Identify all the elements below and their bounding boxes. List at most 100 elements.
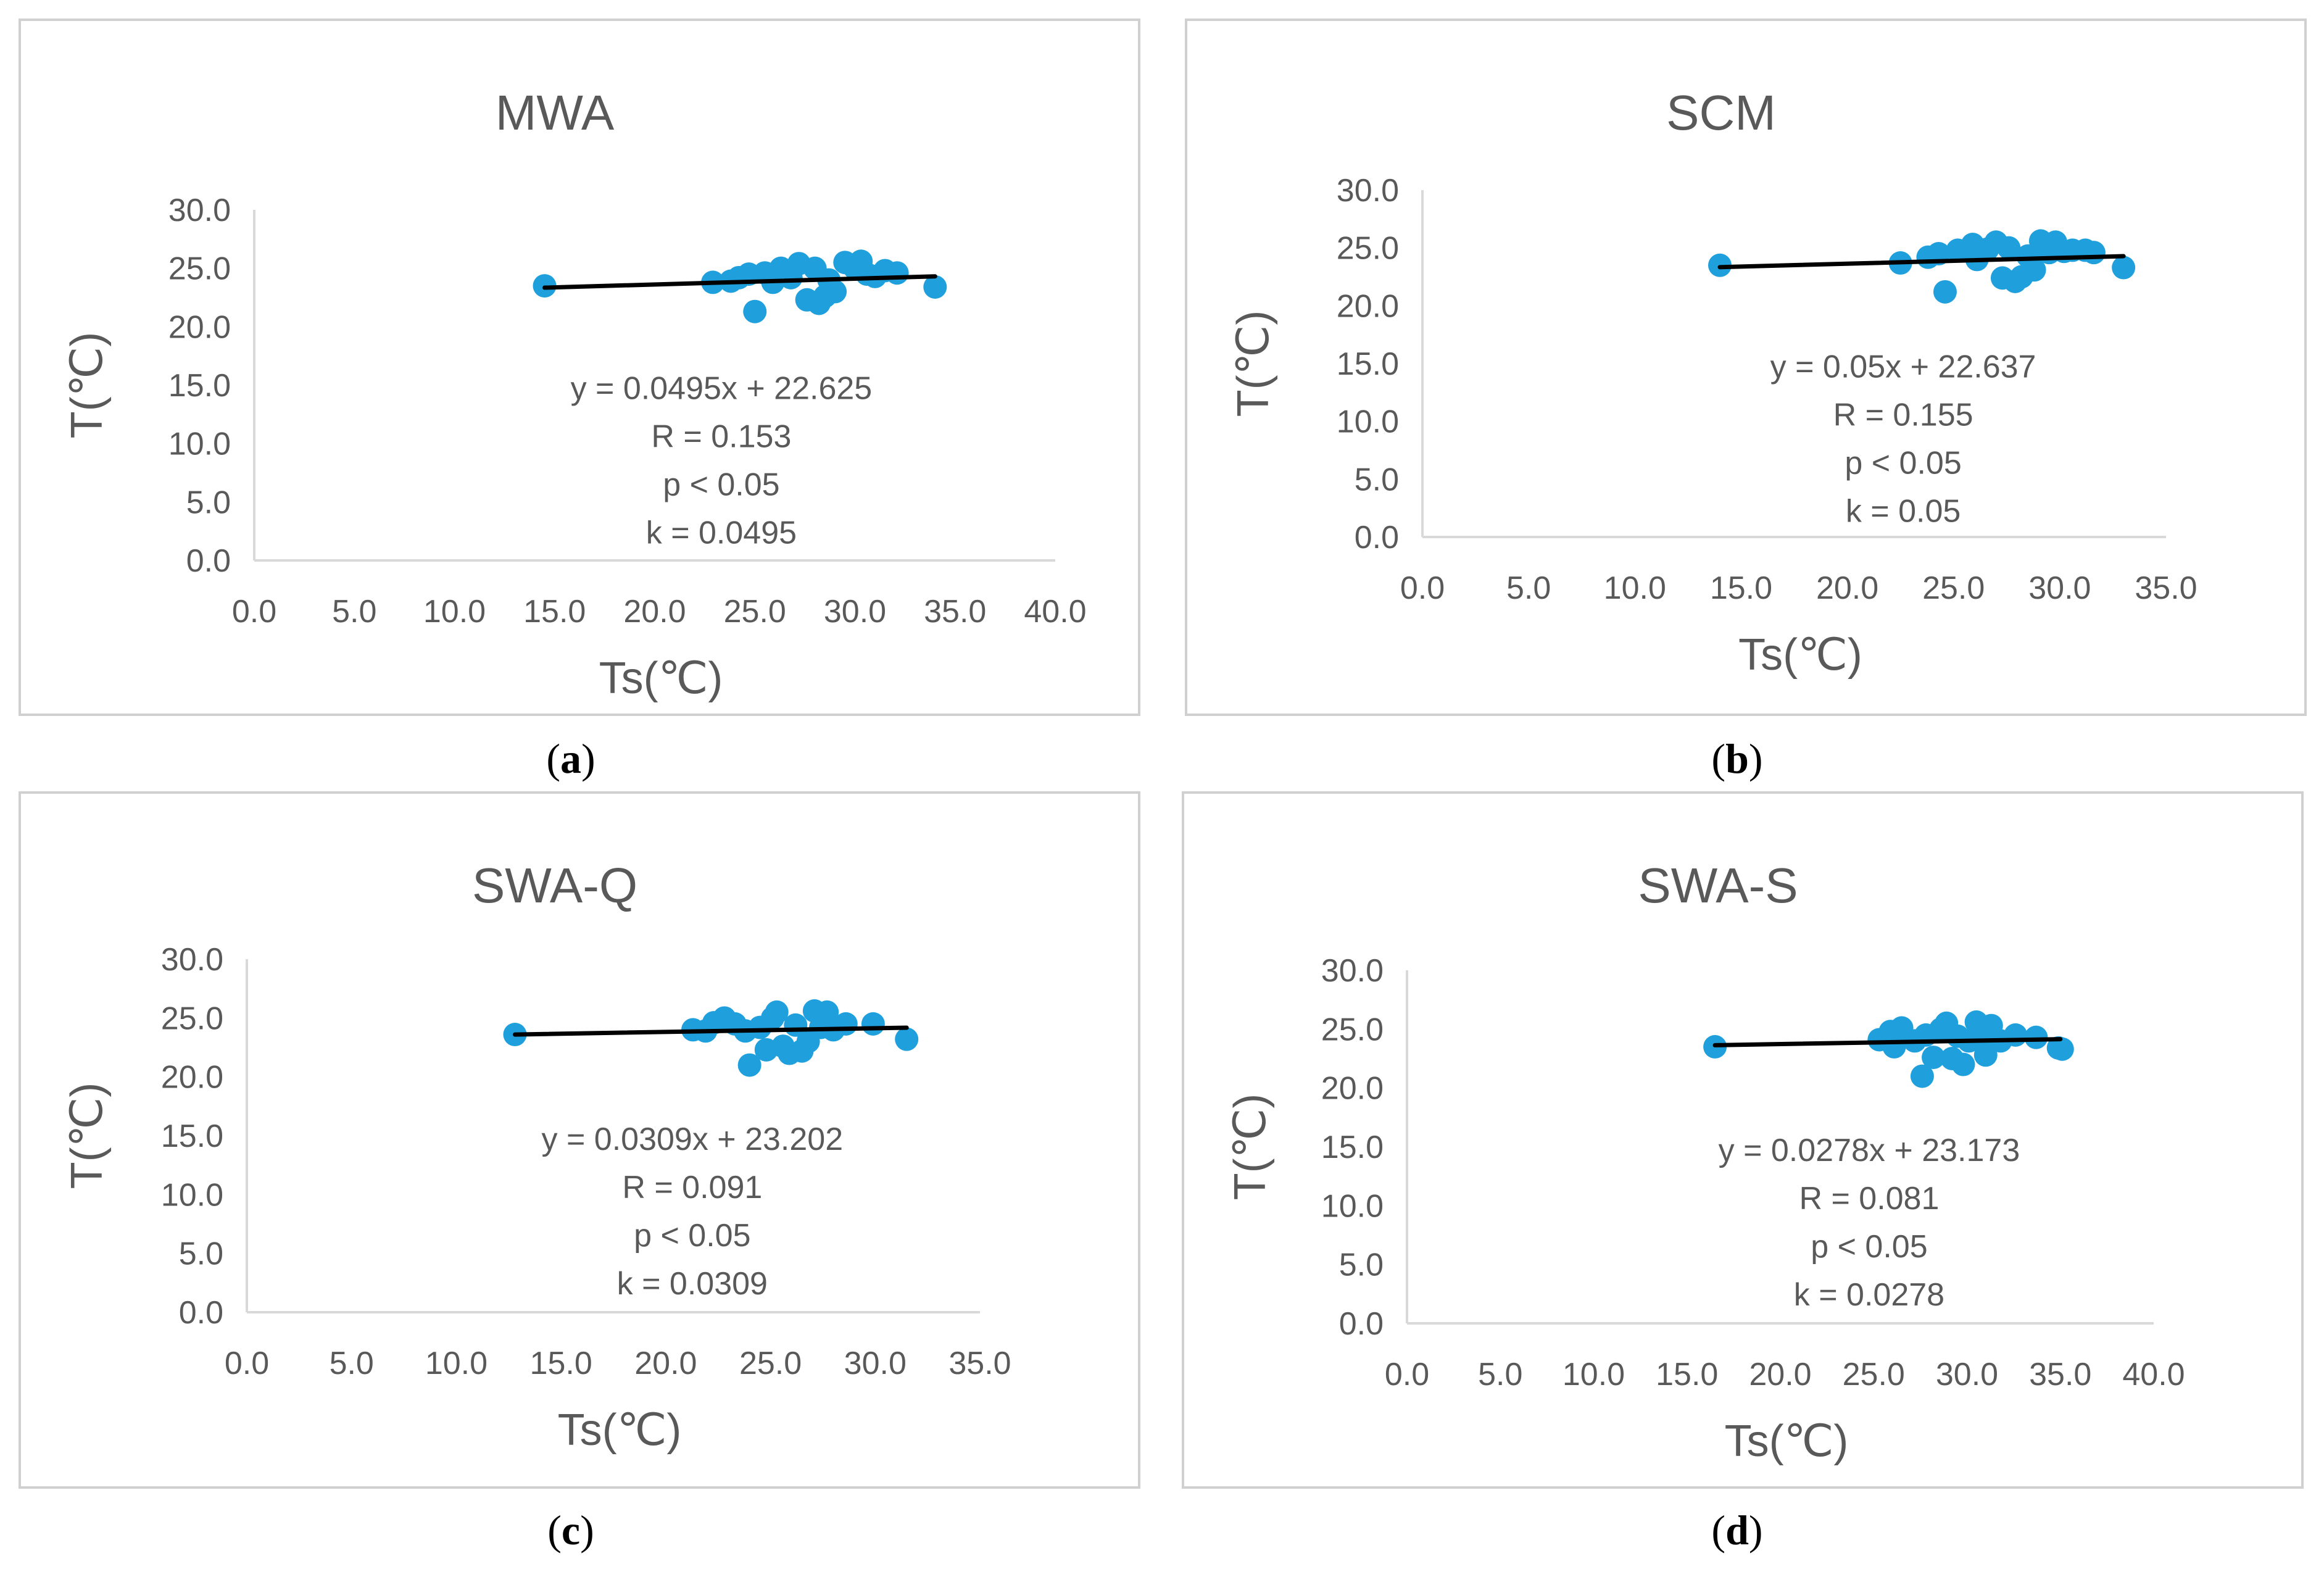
x-tick-label: 5.0 xyxy=(332,594,376,630)
regression-annotation: R = 0.091 xyxy=(622,1170,762,1205)
regression-annotation: p < 0.05 xyxy=(663,467,779,503)
data-point xyxy=(2022,258,2046,282)
x-tick-label: 10.0 xyxy=(1562,1357,1625,1392)
y-axis-label: T(℃) xyxy=(62,1083,112,1189)
x-tick-label: 20.0 xyxy=(1816,570,1878,606)
x-tick-label: 40.0 xyxy=(2122,1357,2185,1392)
x-tick-label: 10.0 xyxy=(425,1346,488,1381)
regression-annotation: y = 0.0495x + 22.625 xyxy=(571,371,873,407)
x-tick-label: 5.0 xyxy=(1506,570,1551,606)
regression-annotation: y = 0.0278x + 23.173 xyxy=(1719,1133,2020,1168)
x-tick-label: 15.0 xyxy=(530,1346,592,1381)
x-tick-label: 30.0 xyxy=(2028,570,2091,606)
data-point xyxy=(765,1000,789,1024)
chart-svg-d: SWA-S 0.0 5.0 10.0 15.0 20.0 25.0 30.0 0.0 5.0 10.… xyxy=(1182,791,2304,1489)
caption-letter-d: d xyxy=(1725,1507,1749,1554)
x-tick-label: 0.0 xyxy=(225,1346,269,1381)
chart-panel-d: SWA-S 0.0 5.0 10.0 15.0 20.0 25.0 30.0 0.0 5.0 10.… xyxy=(1182,791,2304,1489)
y-tick-label: 0.0 xyxy=(1339,1306,1384,1342)
y-tick-label: 5.0 xyxy=(1339,1247,1384,1283)
chart-panel-c: SWA-Q 0.0 5.0 10.0 15.0 20.0 25.0 30.0 0.0 5.0 10.… xyxy=(19,791,1140,1489)
regression-annotation: p < 0.05 xyxy=(634,1218,750,1254)
y-tick-label: 30.0 xyxy=(161,942,223,978)
regression-annotation: R = 0.155 xyxy=(1833,397,1973,433)
regression-annotation: k = 0.05 xyxy=(1846,493,1961,529)
data-point xyxy=(2024,1025,2048,1049)
y-axis-label: T(℃) xyxy=(62,332,112,439)
caption-letter-a: a xyxy=(560,735,581,782)
y-tick-label: 20.0 xyxy=(161,1060,223,1096)
y-tick-label: 0.0 xyxy=(179,1295,223,1331)
y-tick-label: 25.0 xyxy=(161,1001,223,1036)
chart-title: SCM xyxy=(1666,85,1776,140)
y-tick-label: 30.0 xyxy=(168,193,231,228)
trendline xyxy=(512,1025,909,1037)
y-tick-label: 25.0 xyxy=(1337,231,1399,267)
data-point xyxy=(815,1000,839,1024)
x-tick-label: 5.0 xyxy=(330,1346,374,1381)
x-tick-label: 30.0 xyxy=(1936,1357,1998,1392)
x-tick-label: 20.0 xyxy=(1749,1357,1811,1392)
chart-title: MWA xyxy=(496,85,615,140)
trendline xyxy=(1712,1037,2063,1047)
chart-title: SWA-S xyxy=(1638,858,1798,913)
regression-annotation: k = 0.0495 xyxy=(646,515,797,551)
x-tick-label: 0.0 xyxy=(1385,1357,1429,1392)
data-point xyxy=(1973,1043,1998,1067)
chart-frame xyxy=(19,19,1140,716)
y-tick-label: 10.0 xyxy=(1321,1188,1384,1224)
y-tick-label: 20.0 xyxy=(1337,288,1399,324)
data-point xyxy=(1933,280,1957,304)
chart-panel-b: SCM 0.0 5.0 10.0 15.0 20.0 25.0 30.0 0.0 5.0 10.0 1… xyxy=(1185,19,2307,716)
data-point xyxy=(861,1012,885,1036)
data-point xyxy=(737,1053,762,1077)
data-point xyxy=(823,280,847,304)
caption-d: (d) xyxy=(1711,1507,1763,1554)
x-tick-label: 25.0 xyxy=(1922,570,1985,606)
x-tick-label: 10.0 xyxy=(1604,570,1666,606)
data-point xyxy=(1997,236,2021,260)
y-tick-label: 20.0 xyxy=(168,309,231,345)
x-tick-label: 0.0 xyxy=(1400,570,1445,606)
caption-a: (a) xyxy=(546,735,596,782)
data-point xyxy=(1922,1046,1946,1070)
x-tick-label: 5.0 xyxy=(1478,1357,1522,1392)
regression-annotation: k = 0.0278 xyxy=(1794,1277,1944,1313)
chart-panel-a: MWA 0.0 5.0 10.0 15.0 20.0 25.0 30.0 0.0 5.0 10.0 1… xyxy=(19,19,1140,716)
caption-b: (b) xyxy=(1711,735,1763,782)
y-tick-label: 25.0 xyxy=(1321,1012,1384,1047)
data-point xyxy=(885,261,909,285)
y-tick-label: 5.0 xyxy=(179,1236,223,1272)
caption-letter-b: b xyxy=(1725,735,1749,782)
y-tick-label: 10.0 xyxy=(168,427,231,462)
regression-annotation: R = 0.081 xyxy=(1799,1181,1939,1217)
data-point xyxy=(834,1012,858,1036)
x-tick-label: 35.0 xyxy=(948,1346,1011,1381)
x-tick-label: 30.0 xyxy=(844,1346,907,1381)
data-point xyxy=(923,275,947,299)
chart-svg-c: SWA-Q 0.0 5.0 10.0 15.0 20.0 25.0 30.0 0.0 5.0 10.… xyxy=(19,791,1140,1489)
y-tick-label: 0.0 xyxy=(186,543,231,579)
data-point xyxy=(2004,1023,2028,1047)
x-axis-label: Ts(℃) xyxy=(1738,630,1862,680)
x-tick-label: 30.0 xyxy=(824,594,886,630)
data-point xyxy=(2050,1037,2074,1061)
x-axis-label: Ts(℃) xyxy=(558,1405,682,1455)
data-point xyxy=(1951,1052,1975,1076)
y-tick-label: 10.0 xyxy=(1337,404,1399,440)
regression-annotation: p < 0.05 xyxy=(1811,1229,1927,1265)
trendline xyxy=(1717,254,2126,270)
x-tick-label: 25.0 xyxy=(724,594,786,630)
regression-annotation: y = 0.0309x + 23.202 xyxy=(542,1122,844,1157)
regression-annotation: y = 0.05x + 22.637 xyxy=(1770,349,2036,385)
data-point xyxy=(2112,256,2136,280)
x-tick-label: 35.0 xyxy=(924,594,986,630)
y-tick-label: 15.0 xyxy=(1337,346,1399,382)
data-point xyxy=(1910,1064,1934,1088)
chart-frame xyxy=(1182,791,2304,1489)
chart-frame xyxy=(19,791,1140,1489)
x-tick-label: 15.0 xyxy=(523,594,586,630)
y-tick-label: 20.0 xyxy=(1321,1071,1384,1107)
y-tick-label: 15.0 xyxy=(1321,1130,1384,1165)
y-tick-label: 30.0 xyxy=(1337,173,1399,209)
